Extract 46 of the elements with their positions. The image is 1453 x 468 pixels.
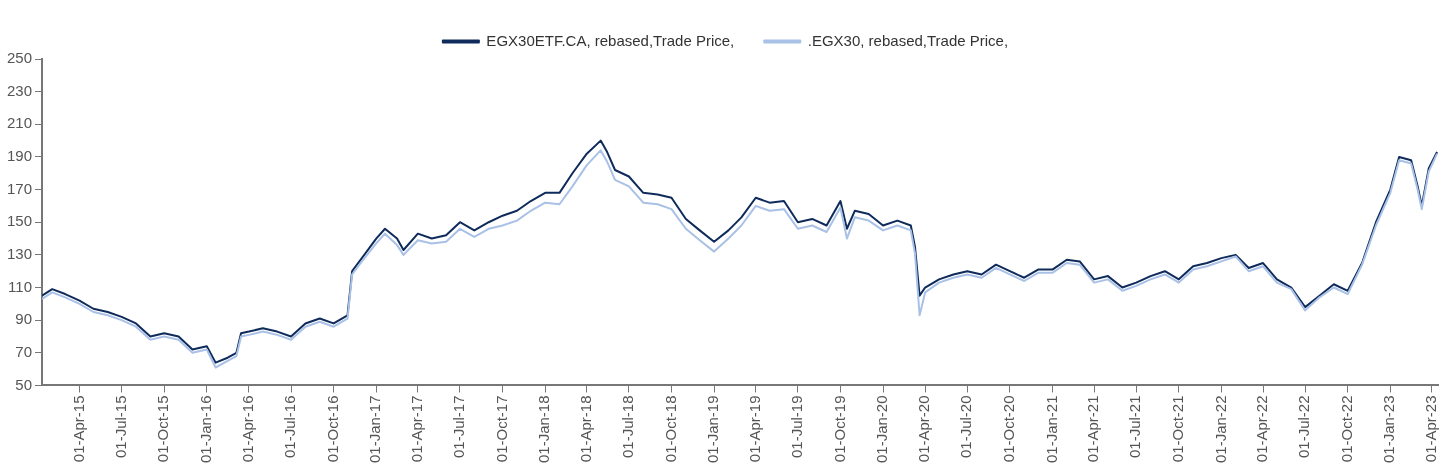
legend-label: .EGX30, rebased,Trade Price, bbox=[807, 31, 1009, 49]
x-tick-label: 01-Jul-16 bbox=[281, 395, 299, 458]
y-tick-label: 70 bbox=[15, 342, 33, 360]
y-tick-label: 130 bbox=[7, 245, 33, 263]
x-tick-label: 01-Jan-17 bbox=[366, 395, 384, 463]
x-tick-label: 01-Jul-20 bbox=[957, 395, 975, 458]
x-tick-label: 01-Apr-18 bbox=[576, 395, 594, 463]
x-tick-label: 01-Apr-21 bbox=[1084, 395, 1102, 463]
y-tick-label: 190 bbox=[7, 147, 33, 165]
x-tick-label: 01-Jan-16 bbox=[196, 395, 214, 463]
x-tick-label: 01-Oct-17 bbox=[492, 395, 510, 463]
x-tick-label: 01-Oct-22 bbox=[1337, 395, 1355, 463]
x-tick-label: 01-Jul-17 bbox=[450, 395, 468, 458]
y-tick-label: 110 bbox=[8, 277, 33, 295]
x-tick-label: 01-Apr-23 bbox=[1422, 395, 1440, 463]
x-tick-label: 01-Jul-22 bbox=[1295, 395, 1313, 458]
x-tick-label: 01-Jan-23 bbox=[1380, 395, 1398, 463]
x-tick-label: 01-Jan-19 bbox=[704, 395, 722, 463]
y-tick-label: 170 bbox=[7, 179, 33, 197]
x-tick-label: 01-Jul-21 bbox=[1126, 395, 1144, 458]
x-tick-label: 01-Apr-17 bbox=[408, 395, 425, 463]
y-tick-label: 230 bbox=[7, 81, 33, 99]
x-tick-label: 01-Oct-20 bbox=[999, 395, 1017, 463]
y-tick-label: 210 bbox=[7, 114, 33, 132]
x-tick-label: 01-Apr-19 bbox=[745, 395, 763, 463]
x-tick-label: 01-Apr-22 bbox=[1253, 395, 1271, 463]
x-tick-label: 01-Jan-18 bbox=[535, 395, 553, 463]
y-tick-label: 150 bbox=[7, 212, 33, 230]
x-tick-label: 01-Jul-19 bbox=[788, 395, 806, 458]
x-tick-label: 01-Apr-20 bbox=[915, 395, 933, 463]
x-tick-label: 01-Oct-19 bbox=[830, 395, 848, 463]
x-tick-label: 01-Oct-18 bbox=[661, 395, 679, 463]
y-tick-label: 250 bbox=[7, 49, 33, 67]
y-tick-label: 50 bbox=[15, 375, 33, 393]
x-tick-label: 01-Jul-18 bbox=[619, 395, 637, 458]
x-tick-label: 01-Jan-21 bbox=[1042, 395, 1060, 463]
x-tick-label: 01-Jul-15 bbox=[111, 395, 129, 458]
y-tick-label: 90 bbox=[15, 310, 33, 328]
x-tick-label: 01-Oct-16 bbox=[323, 395, 341, 463]
x-tick-label: 01-Apr-15 bbox=[69, 395, 87, 463]
x-tick-label: 01-Oct-21 bbox=[1168, 395, 1186, 463]
x-tick-label: 01-Jan-20 bbox=[873, 395, 891, 463]
x-tick-label: 01-Oct-15 bbox=[154, 395, 172, 463]
legend-label: EGX30ETF.CA, rebased,Trade Price, bbox=[486, 31, 735, 49]
x-tick-label: 01-Apr-16 bbox=[239, 395, 257, 463]
x-tick-label: 01-Jan-22 bbox=[1211, 395, 1229, 463]
